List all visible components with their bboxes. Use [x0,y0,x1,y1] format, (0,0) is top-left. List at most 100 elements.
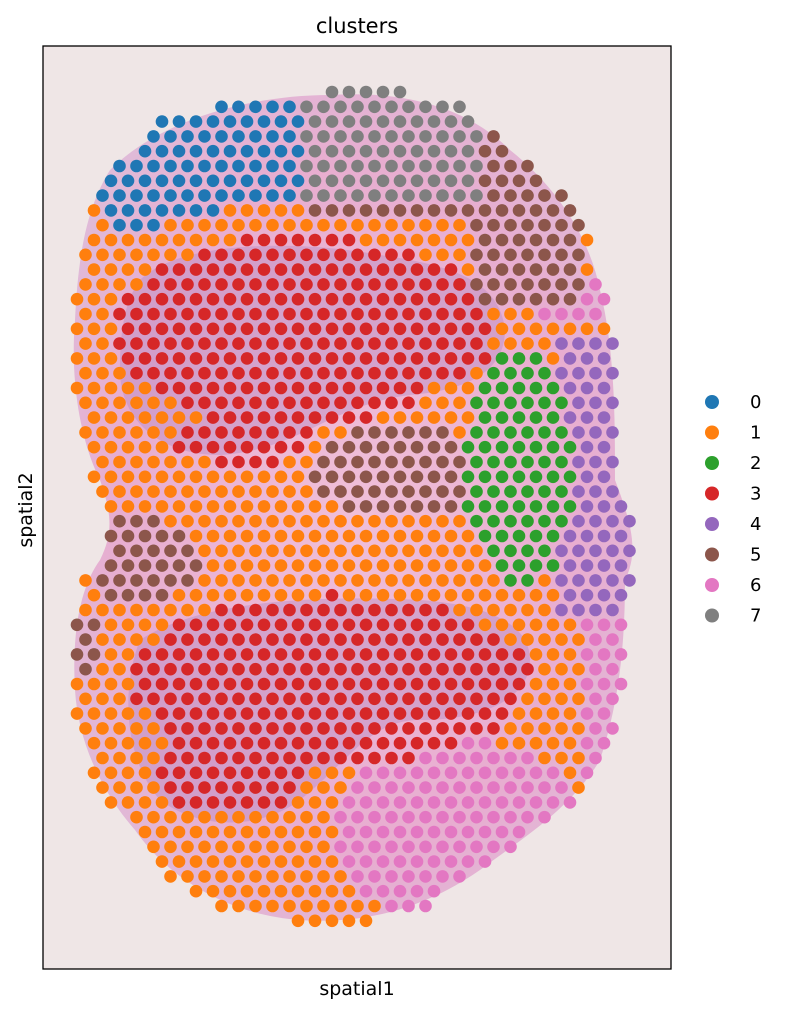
spot-cluster-3 [436,633,449,646]
spot-cluster-4 [572,337,585,350]
spot-cluster-1 [317,514,330,528]
spot-cluster-1 [580,233,594,247]
spot-cluster-1 [189,500,203,513]
spot-cluster-1 [504,633,517,646]
spot-cluster-0 [232,159,245,173]
spot-cluster-1 [155,618,169,632]
spot-cluster-0 [266,189,279,202]
spot-cluster-5 [113,544,126,558]
spot-cluster-2 [546,440,560,454]
spot-cluster-1 [206,529,220,543]
spot-cluster-7 [359,115,373,128]
spot-cluster-1 [198,544,211,558]
spot-cluster-3 [172,352,186,365]
spot-cluster-3 [334,633,347,646]
spot-cluster-3 [325,352,339,365]
spot-cluster-1 [521,603,534,617]
spot-cluster-0 [181,189,194,202]
spot-cluster-6 [580,648,594,661]
spot-cluster-1 [232,544,245,558]
spot-cluster-3 [325,322,339,336]
spot-cluster-3 [240,263,254,276]
spot-cluster-3 [164,307,177,321]
spot-cluster-5 [351,426,364,439]
spot-cluster-4 [589,455,602,469]
spot-cluster-3 [470,633,483,646]
spot-cluster-5 [427,204,441,217]
spot-cluster-7 [402,189,415,202]
spot-cluster-6 [393,766,407,780]
spot-cluster-3 [308,322,322,336]
spot-cluster-0 [164,130,177,143]
spot-cluster-1 [121,677,135,691]
spot-cluster-4 [555,603,568,617]
spot-cluster-1 [147,751,160,765]
spot-cluster-0 [249,189,262,202]
spot-cluster-1 [138,500,152,513]
spot-cluster-5 [487,218,500,232]
spot-cluster-3 [257,292,271,306]
spot-cluster-1 [249,514,262,528]
spot-cluster-3 [419,603,432,617]
spot-cluster-1 [555,722,568,735]
spot-cluster-1 [206,233,220,247]
spot-cluster-4 [597,559,611,572]
spot-cluster-0 [181,159,194,173]
spot-cluster-1 [70,292,84,306]
spot-cluster-3 [138,352,152,365]
spot-cluster-3 [232,426,245,439]
spot-cluster-1 [147,810,160,824]
spot-cluster-1 [317,810,330,824]
spot-cluster-7 [419,130,432,143]
spot-cluster-3 [215,455,228,469]
spot-cluster-3 [266,307,279,321]
spot-cluster-3 [283,692,296,706]
spot-cluster-1 [436,248,449,262]
spot-cluster-1 [453,574,466,587]
spot-cluster-6 [495,796,509,809]
spot-cluster-1 [453,218,466,232]
spot-cluster-4 [606,544,619,558]
spot-cluster-3 [223,411,237,424]
spot-cluster-3 [351,603,364,617]
spot-cluster-3 [232,248,245,262]
spot-cluster-3 [325,677,339,691]
spot-cluster-6 [478,825,492,839]
spot-cluster-6 [470,781,483,794]
spot-cluster-1 [113,455,126,469]
spot-cluster-3 [495,707,509,720]
spot-cluster-1 [223,470,237,484]
spot-cluster-6 [376,825,390,839]
spot-cluster-3 [325,411,339,424]
spot-cluster-1 [300,574,313,587]
spot-cluster-5 [512,292,526,306]
spot-cluster-3 [215,278,228,291]
spot-cluster-3 [444,707,458,720]
spot-cluster-1 [104,736,118,750]
spot-cluster-1 [300,485,313,498]
spot-cluster-4 [589,574,602,587]
spot-cluster-7 [470,189,483,202]
spot-cluster-1 [138,233,152,247]
spot-cluster-1 [138,736,152,750]
spot-cluster-3 [470,337,483,350]
spot-cluster-5 [87,648,101,661]
spot-cluster-7 [419,189,432,202]
spot-cluster-3 [308,648,322,661]
spot-cluster-1 [283,485,296,498]
spot-cluster-6 [419,781,432,794]
spot-cluster-3 [266,692,279,706]
spot-cluster-2 [546,559,560,572]
spot-cluster-3 [164,692,177,706]
spot-cluster-2 [521,544,534,558]
spot-cluster-5 [529,263,543,276]
spot-cluster-1 [249,544,262,558]
spot-cluster-3 [283,781,296,794]
spot-cluster-3 [181,426,194,439]
spot-cluster-3 [325,381,339,395]
spot-cluster-3 [240,411,254,424]
spot-cluster-1 [155,411,169,424]
spot-cluster-1 [104,233,118,247]
spot-cluster-5 [121,529,135,543]
spot-cluster-3 [223,263,237,276]
